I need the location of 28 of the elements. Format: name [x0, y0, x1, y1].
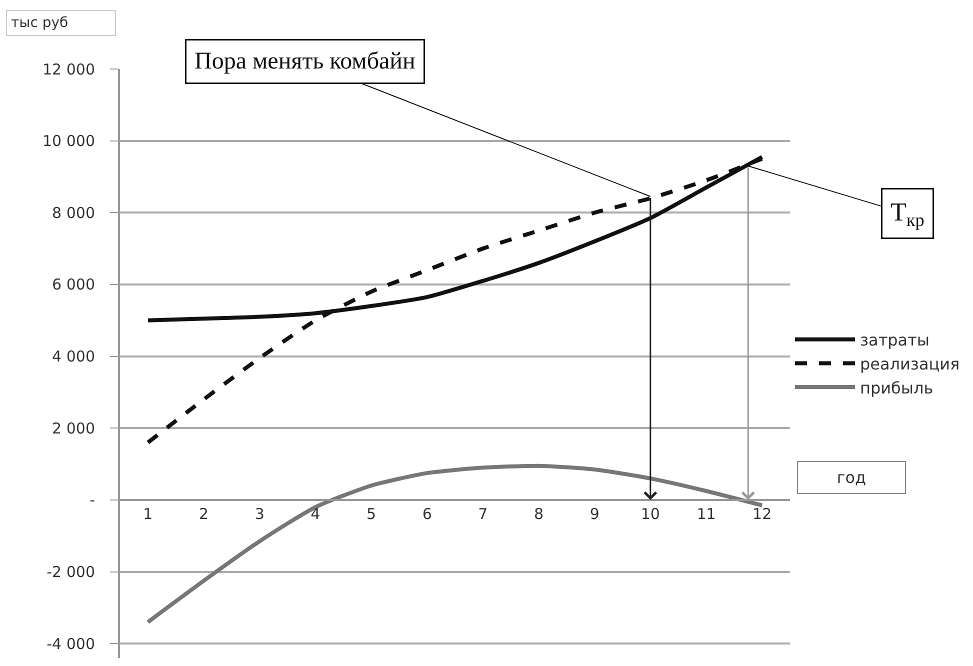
y-tick-label: -2 000 [46, 563, 95, 582]
x-tick-label: 11 [696, 504, 716, 523]
y-tick-label: 12 000 [42, 60, 95, 78]
x-tick-label: 3 [254, 504, 264, 523]
y-tick-label: - [90, 491, 95, 510]
x-tick-label: 7 [478, 504, 488, 523]
x-tick-label: 5 [366, 504, 376, 523]
annotation: Пора менять комбайн [194, 48, 416, 74]
y-axis-title: тыс руб [11, 15, 68, 31]
y-tick-label: 4 000 [52, 348, 95, 366]
x-tick-label: 9 [590, 504, 600, 523]
x-tick-label: 1 [143, 504, 153, 523]
legend-label: затраты [860, 330, 930, 350]
x-tick-label: 8 [534, 504, 544, 523]
y-tick-label: 6 000 [52, 276, 95, 294]
x-tick-label: 12 [752, 504, 772, 523]
y-tick-label: 10 000 [42, 132, 95, 150]
y-tick-label: 8 000 [52, 204, 95, 222]
x-tick-label: 4 [310, 504, 320, 523]
legend-label: прибыль [860, 378, 934, 398]
annotation: T$_{кр}$ [890, 198, 924, 230]
x-tick-label: 2 [198, 504, 209, 523]
x-tick-label: 10 [640, 504, 660, 523]
y-tick-label: 2 000 [52, 419, 95, 438]
legend-label: реализация [860, 354, 960, 374]
y-tick-label: -4 000 [46, 634, 95, 653]
x-tick-label: 6 [422, 504, 432, 523]
x-axis-title: год [836, 468, 866, 487]
